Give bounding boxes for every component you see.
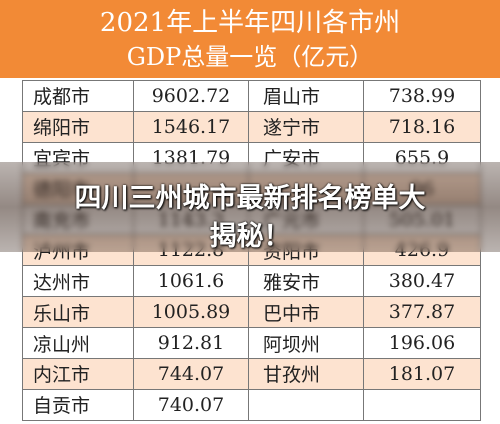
table-row: 乐山市 1005.89 巴中市 377.87: [22, 296, 481, 329]
gdp-value-cell: 196.06: [363, 327, 481, 360]
city-name-cell: 遂宁市: [248, 110, 364, 143]
gdp-value-cell: 1546.17: [133, 110, 249, 143]
headline-text: 四川三州城市最新排名榜单大 揭秘！: [0, 180, 500, 256]
table-row: 成都市 9602.72 眉山市 738.99: [22, 80, 481, 112]
city-name-cell: 巴中市: [248, 296, 364, 329]
city-name-cell: 乐山市: [22, 296, 134, 329]
table-header: 2021年上半年四川各市州 GDP总量一览（亿元）: [0, 0, 500, 78]
city-name-cell: 阿坝州: [248, 327, 364, 360]
city-name-cell: 眉山市: [248, 80, 364, 112]
gdp-value-cell: 181.07: [363, 358, 481, 390]
page-subtitle: GDP总量一览（亿元）: [126, 43, 374, 71]
page-title: 2021年上半年四川各市州: [99, 8, 401, 38]
gdp-value-cell: 718.16: [363, 110, 481, 143]
gdp-value-cell: 9602.72: [133, 80, 249, 112]
city-name-cell: 达州市: [22, 265, 134, 298]
city-name-cell: 内江市: [22, 358, 134, 390]
gdp-value-cell: 740.07: [133, 388, 249, 421]
headline-line-1: 四川三州城市最新排名榜单大: [74, 183, 426, 214]
table-row: 内江市 744.07 甘孜州 181.07: [22, 358, 481, 390]
table-row: 自贡市 740.07: [22, 388, 481, 421]
city-name-cell: 绵阳市: [22, 110, 134, 143]
gdp-value-cell: 1061.6: [133, 265, 249, 298]
gdp-value-cell: 380.47: [363, 265, 481, 298]
city-name-cell: 成都市: [22, 80, 134, 112]
city-name-cell: [248, 388, 364, 421]
table-row: 绵阳市 1546.17 遂宁市 718.16: [22, 110, 481, 143]
gdp-value-cell: 912.81: [133, 327, 249, 360]
headline-banner: [0, 162, 500, 252]
gdp-value-cell: [363, 388, 481, 421]
gdp-value-cell: 1005.89: [133, 296, 249, 329]
gdp-value-cell: 738.99: [363, 80, 481, 112]
city-name-cell: 雅安市: [248, 265, 364, 298]
gdp-value-cell: 377.87: [363, 296, 481, 329]
table-row: 凉山州 912.81 阿坝州 196.06: [22, 327, 481, 360]
city-name-cell: 自贡市: [22, 388, 134, 421]
gdp-value-cell: 744.07: [133, 358, 249, 390]
city-name-cell: 甘孜州: [248, 358, 364, 390]
table-row: 达州市 1061.6 雅安市 380.47: [22, 265, 481, 298]
city-name-cell: 凉山州: [22, 327, 134, 360]
headline-line-2: 揭秘！: [209, 221, 291, 252]
